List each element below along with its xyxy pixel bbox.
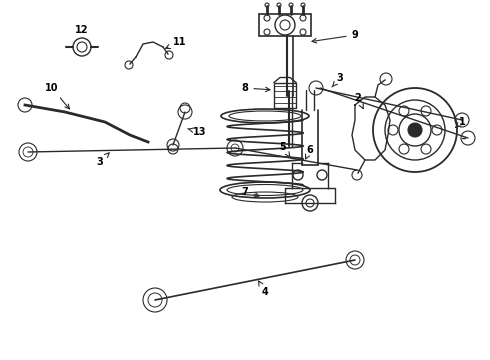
Text: 1: 1 <box>456 117 466 127</box>
Text: 7: 7 <box>242 187 259 197</box>
Text: 6: 6 <box>306 145 314 159</box>
Bar <box>259 14 311 36</box>
Text: 2: 2 <box>355 93 363 109</box>
Circle shape <box>408 123 422 137</box>
Text: 9: 9 <box>312 30 358 43</box>
Text: 3: 3 <box>97 153 109 167</box>
Text: 4: 4 <box>259 281 269 297</box>
Text: 8: 8 <box>242 83 270 93</box>
Text: 10: 10 <box>45 83 70 109</box>
Text: 3: 3 <box>332 73 343 87</box>
Text: 5: 5 <box>280 142 290 157</box>
Text: 11: 11 <box>166 37 187 49</box>
Text: 13: 13 <box>188 127 207 137</box>
Bar <box>274 82 296 108</box>
Text: 12: 12 <box>75 25 89 35</box>
